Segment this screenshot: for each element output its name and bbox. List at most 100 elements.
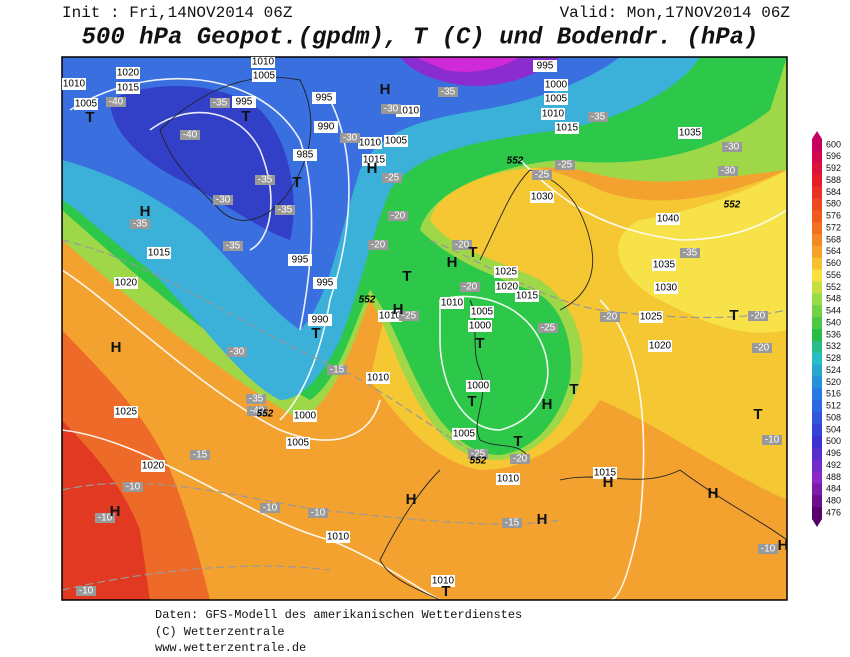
pressure-label-box [252,70,276,82]
pressure-label-box [308,314,332,326]
temperature-label: -35 [226,241,241,252]
pressure-label-box [648,340,672,352]
pressure-label: 1010 [379,311,402,322]
colorbar-swatch [812,412,822,425]
colorbar-label: 580 [826,199,841,209]
pressure-label-box [74,98,98,110]
pressure-label: 1010 [542,109,565,120]
isotherms [62,239,787,591]
pressure-label-box [466,380,490,392]
pressure-label-box [378,310,402,322]
pressure-label: 995 [316,93,333,104]
temperature-label-box [718,166,738,176]
pressure-label: 1015 [363,155,386,166]
temperature-label-box [680,248,700,258]
pressure-label: 1040 [657,214,680,225]
temperature-label: -10 [761,544,776,555]
temperature-label: -20 [391,211,406,222]
temperature-label-box [555,160,575,170]
pressure-label: 985 [297,150,314,161]
temperature-label-box [532,170,552,180]
temperature-label-box [381,104,401,114]
pressure-label: 995 [317,278,334,289]
colorbar-label: 552 [826,282,841,292]
temperature-label: -15 [330,365,345,376]
pressure-label: 1000 [469,321,492,332]
colorbar-label: 496 [826,448,841,458]
pressure-label: 1005 [287,438,310,449]
temperature-label-box [260,503,280,513]
temperature-label: -25 [402,311,417,322]
colorbar-label: 492 [826,460,841,470]
colorbar-label: 512 [826,401,841,411]
temperature-label: -30 [343,133,358,144]
pressure-label-box [515,290,539,302]
pressure-label-box [468,320,492,332]
pressure-label-box [544,79,568,91]
valid-time: Valid: Mon,17NOV2014 06Z [560,4,791,22]
pressure-label: 1015 [117,83,140,94]
temperature-label: -10 [79,586,94,597]
temperature-label-box [762,435,782,445]
pressure-label-box [116,67,140,79]
pressure-label: 1005 [471,307,494,318]
colorbar-swatch [812,317,822,330]
temperature-label-box [340,133,360,143]
pressure-center: H [542,396,553,413]
temperature-label-box [758,544,778,554]
temperature-label: -10 [311,508,326,519]
pressure-label: 1020 [115,278,138,289]
colorbar-label: 524 [826,365,841,375]
temperature-label: -35 [278,205,293,216]
temperature-label: -25 [471,449,486,460]
temperature-label-box [438,87,458,97]
colorbar-swatch [812,352,822,366]
pressure-label-box [141,460,165,472]
temperature-label-box [748,311,768,321]
pressure-label-box [366,372,390,384]
temperature-label: -35 [258,175,273,186]
pressure-label: 1010 [63,79,86,90]
temperature-label-box [588,112,608,122]
colorbar-label: 560 [826,258,841,268]
pressure-label-box [496,473,520,485]
temperature-label: -10 [765,435,780,446]
colorbar-label: 548 [826,294,841,304]
pressure-center: H [778,537,789,554]
pressure-center: H [110,503,121,520]
temperature-label: -15 [193,450,208,461]
pressure-label: 1020 [142,461,165,472]
pressure-label-box [384,135,408,147]
temperature-label-box [76,586,96,596]
colorbar-swatch [812,471,822,484]
pressure-label: 995 [537,61,554,72]
pressure-label: 1010 [432,576,455,587]
temperature-label-box [255,175,275,185]
pressure-label: 1000 [545,80,568,91]
pressure-label: 1030 [531,192,554,203]
colorbar-swatch [812,293,822,306]
colorbar-swatch [812,222,822,235]
pressure-label: 990 [318,122,335,133]
colorbar-label: 540 [826,317,841,327]
colorbar-label: 480 [826,496,841,506]
pressure-label: 990 [312,315,329,326]
pressure-label: 1000 [294,411,317,422]
pressure-center: H [406,491,417,508]
temperature-label-box [368,240,388,250]
pressure-label-box [541,108,565,120]
height-label: 552 [724,200,741,211]
temperature-label: -25 [385,173,400,184]
temperature-label-box [308,508,328,518]
colorbar-swatch [812,447,822,461]
pressure-center: T [85,109,94,126]
colorbar-label: 568 [826,234,841,244]
pressure-center: T [402,268,411,285]
field-darkred [62,420,150,600]
colorbar-label: 528 [826,353,841,363]
pressure-center: T [467,393,476,410]
pressure-label: 1010 [327,532,350,543]
colorbar-swatch [812,150,822,164]
colorbar-swatch [812,174,822,187]
